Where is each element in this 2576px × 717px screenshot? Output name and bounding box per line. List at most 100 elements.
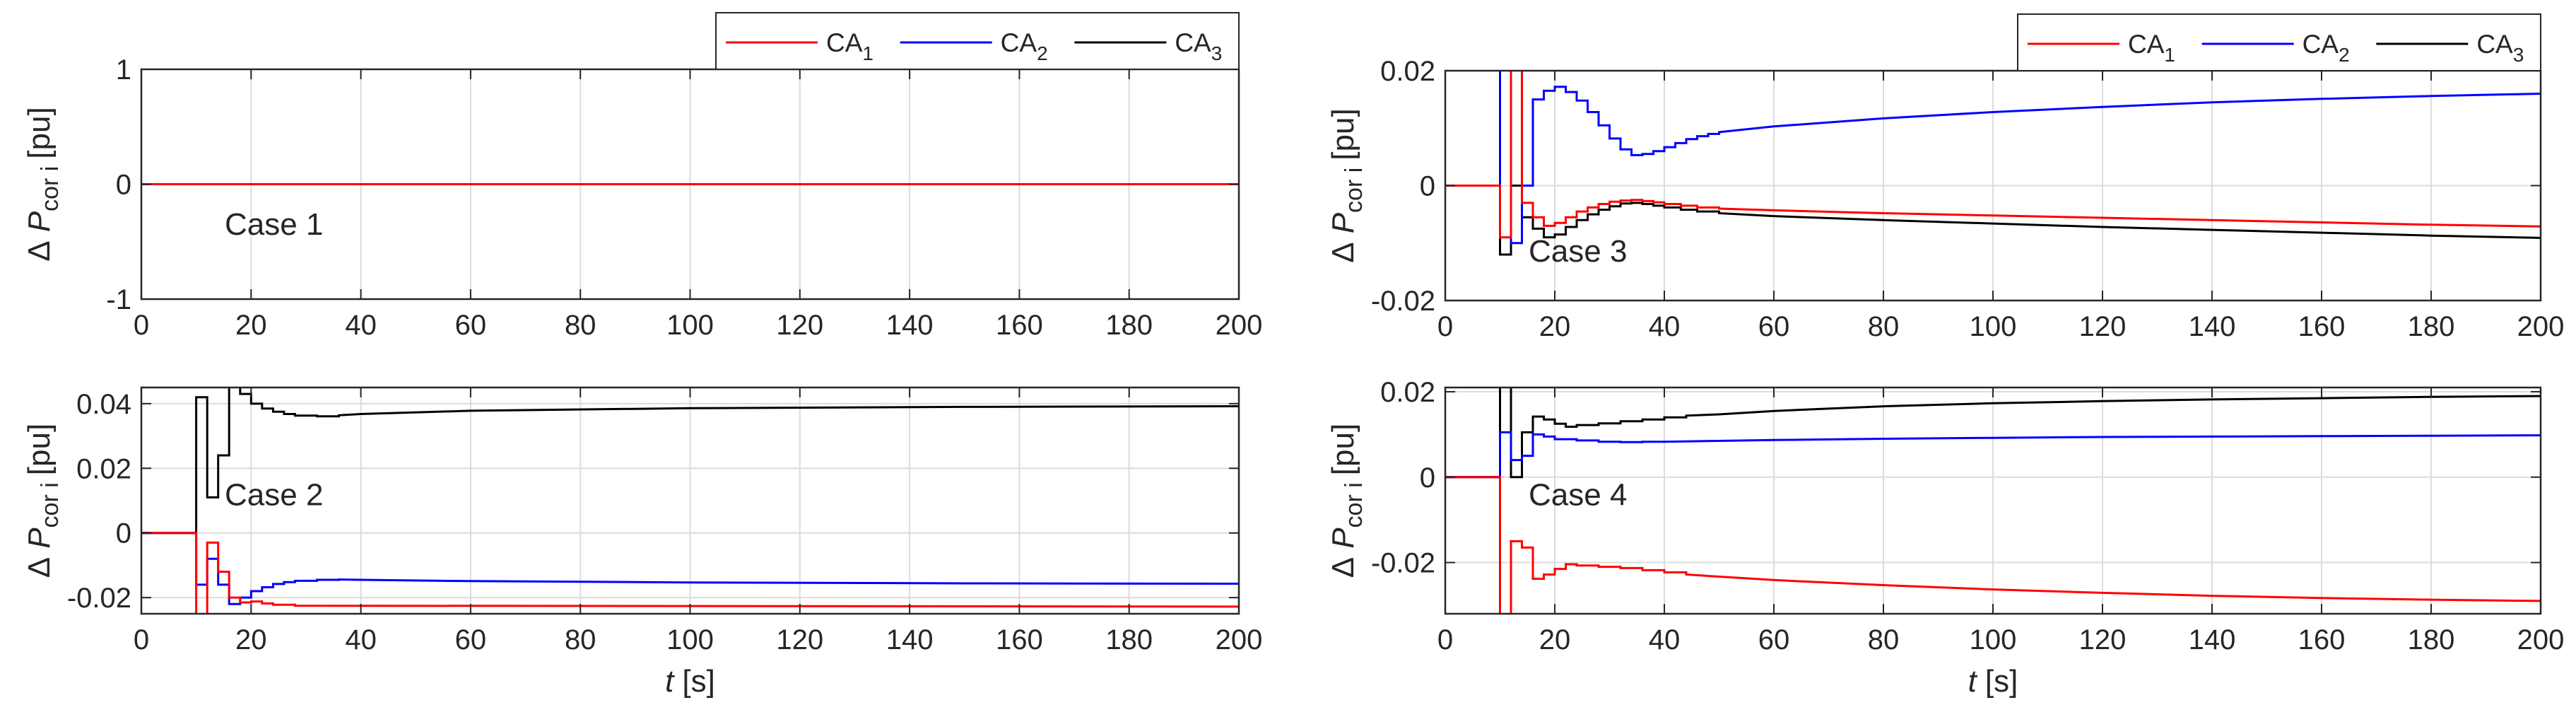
case3-ylabel-var: P [1326, 212, 1360, 233]
case2-ytick-label-3: 0.04 [76, 389, 131, 420]
case4-annotation: Case 4 [1529, 477, 1627, 512]
case1-xtick-label-6: 120 [776, 310, 823, 341]
case3-ylabel-sub: cor i [1341, 168, 1368, 213]
case1-xtick-label-5: 100 [666, 310, 714, 341]
case4-xtick-label-2: 40 [1649, 624, 1681, 655]
case4-xtick-label-6: 120 [2079, 624, 2127, 655]
case4-xlabel-var: t [1968, 664, 1978, 699]
case1-legend-sub-2: 2 [1037, 42, 1048, 64]
case1-legend-sub-1: 1 [862, 42, 874, 64]
case4-ytick-label-0: -0.02 [1371, 548, 1435, 579]
case3-xtick-label-8: 160 [2298, 311, 2346, 342]
case2-xlabel-unit: [s] [682, 664, 714, 699]
case3-ytick-label-2: 0.02 [1380, 56, 1435, 87]
case4-xlabel: t [s] [1968, 664, 2018, 699]
case3-legend-sub-3: 3 [2513, 44, 2524, 66]
case2-ytick-label-1: 0 [116, 518, 131, 549]
case2-xtick-label-10: 200 [1216, 624, 1263, 655]
case3-legend-label-1: CA1 [2128, 30, 2175, 66]
case3-series-2-line [1445, 71, 2541, 245]
case2-xlabel-var: t [665, 664, 675, 699]
case3-legend-label-3: CA3 [2476, 30, 2524, 66]
case2-xtick-label-3: 60 [455, 624, 487, 655]
case4-xlabel-unit: [s] [1985, 664, 2018, 699]
case2-ylabel-sub: cor i [37, 482, 64, 527]
case4-ylabel-delta: Δ [1326, 557, 1360, 578]
case3-xtick-label-10: 200 [2517, 311, 2565, 342]
case4-ylabel: ΔPcor i [pu] [1326, 424, 1368, 578]
case2-series-group [141, 387, 1239, 614]
case1-xtick-label-7: 140 [886, 310, 934, 341]
case4-series-2-line [1445, 431, 2541, 479]
case4-xtick-label-8: 160 [2298, 624, 2346, 655]
case4-series-1-line [1445, 476, 2541, 614]
case1-ytick-label-2: 1 [116, 54, 131, 86]
case1-legend-main-3: CA [1175, 28, 1211, 57]
case3-xtick-label-0: 0 [1437, 311, 1453, 342]
case1-xtick-label-2: 40 [345, 310, 377, 341]
case1-ylabel-var: P [22, 211, 57, 232]
case4-ylabel-var: P [1326, 527, 1360, 549]
case3-ytick-label-0: -0.02 [1371, 286, 1435, 317]
case3-xtick-label-9: 180 [2408, 311, 2455, 342]
case4-xtick-label-5: 100 [1970, 624, 2017, 655]
case1-legend-sub-3: 3 [1211, 42, 1223, 64]
case3-series-group [1445, 71, 2541, 256]
case4-xtick-label-3: 60 [1758, 624, 1790, 655]
case2-ylabel-unit: [pu] [22, 424, 57, 475]
case4-xtick-label-9: 180 [2408, 624, 2455, 655]
case2-annotation: Case 2 [225, 477, 323, 512]
case4-xtick-label-10: 200 [2517, 624, 2565, 655]
case4-xtick-label-1: 20 [1539, 624, 1571, 655]
case4-panel: 0 20 40 60 80 100 120 140 160 180 200 -0.02 0 0.02 Cas… [1326, 377, 2564, 699]
case2-ytick-label-0: -0.02 [67, 583, 131, 614]
case3-xtick-label-5: 100 [1970, 311, 2017, 342]
case4-xtick-label-7: 140 [2189, 624, 2236, 655]
case3-xtick-label-6: 120 [2079, 311, 2127, 342]
case1-ylabel: ΔPcor i [pu] [22, 107, 64, 261]
case2-ylabel-delta: Δ [22, 557, 57, 578]
case4-ylabel-unit: [pu] [1326, 424, 1360, 475]
case2-ytick-label-2: 0.02 [76, 453, 131, 484]
case1-xtick-label-9: 180 [1105, 310, 1153, 341]
case3-xtick-label-3: 60 [1758, 311, 1790, 342]
case2-series-2-line [141, 532, 1239, 605]
case1-legend-box [715, 12, 1240, 70]
case1-ytick-label-1: 0 [116, 170, 131, 201]
case2-xtick-label-7: 140 [886, 624, 934, 655]
case3-series-1-line [1445, 71, 2541, 239]
case3-xtick-label-2: 40 [1649, 311, 1681, 342]
case4-series-group [1445, 387, 2541, 614]
case2-xtick-label-2: 40 [345, 624, 377, 655]
case3-ylabel: ΔPcor i [pu] [1326, 108, 1368, 262]
case2-xtick-label-8: 160 [996, 624, 1043, 655]
case2-xtick-label-0: 0 [134, 624, 149, 655]
case3-series-3-line [1445, 185, 2541, 256]
case3-annotation: Case 3 [1529, 234, 1627, 269]
case3-legend-main-1: CA [2128, 30, 2165, 59]
case2-xtick-label-1: 20 [235, 624, 267, 655]
case2-xtick-label-4: 80 [565, 624, 596, 655]
case3-legend-sub-2: 2 [2339, 44, 2350, 66]
case1-ylabel-unit: [pu] [22, 107, 57, 158]
case1-legend-label-3: CA3 [1175, 28, 1222, 64]
case4-ytick-label-1: 0 [1420, 462, 1435, 494]
case2-xlabel: t [s] [665, 664, 715, 699]
case3-ylabel-delta: Δ [1326, 242, 1360, 262]
case3-ytick-label-1: 0 [1420, 171, 1435, 202]
case1-ylabel-sub: cor i [37, 166, 64, 211]
case4-xtick-label-0: 0 [1437, 624, 1453, 655]
case3-legend-main-2: CA [2302, 30, 2339, 59]
case2-series-1-line [141, 532, 1239, 614]
case1-xtick-label-0: 0 [134, 310, 149, 341]
case1-xtick-label-3: 60 [455, 310, 487, 341]
case1-legend-label-1: CA1 [826, 28, 874, 64]
case1-xtick-label-4: 80 [565, 310, 596, 341]
case2-xtick-label-5: 100 [666, 624, 714, 655]
case3-xtick-label-1: 20 [1539, 311, 1571, 342]
case3-panel: 0 20 40 60 80 100 120 140 160 180 200-0.0200.02Cas… [1326, 13, 2565, 342]
case4-ylabel-sub: cor i [1341, 482, 1368, 527]
case3-xtick-label-4: 80 [1868, 311, 1900, 342]
